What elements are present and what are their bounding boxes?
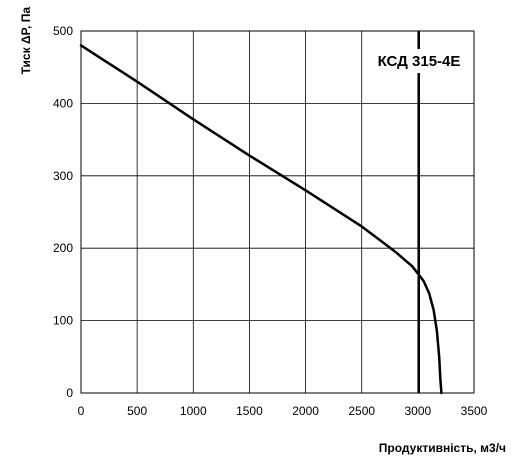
- model-label: КСД 315-4Е: [378, 53, 461, 70]
- x-tick-label: 0: [78, 404, 85, 418]
- y-axis-title: Тиск ΔP, Па: [19, 7, 33, 75]
- x-tick-label: 3000: [405, 404, 432, 418]
- y-tick-label: 100: [53, 314, 73, 328]
- y-tick-label: 0: [66, 386, 73, 400]
- x-tick-label: 3500: [461, 404, 488, 418]
- x-tick-label: 2500: [348, 404, 375, 418]
- x-tick-label: 2000: [292, 404, 319, 418]
- pressure-curve: [79, 44, 443, 395]
- grid-lines: [80, 30, 475, 394]
- x-axis-title: Продуктивність, м3/ч: [379, 441, 506, 455]
- y-tick-label: 400: [53, 96, 73, 110]
- y-axis-tick-labels: 0 100 200 300 400 500: [53, 24, 73, 400]
- y-tick-label: 200: [53, 241, 73, 255]
- y-tick-label: 500: [53, 24, 73, 38]
- model-label-background: [368, 49, 469, 73]
- x-tick-label: 1500: [236, 404, 263, 418]
- x-tick-label: 500: [127, 404, 147, 418]
- x-axis-tick-labels: 0 500 1000 1500 2000 2500 3000 3500: [78, 404, 488, 418]
- y-tick-label: 300: [53, 169, 73, 183]
- x-tick-label: 1000: [180, 404, 207, 418]
- plot-frame: [80, 30, 475, 394]
